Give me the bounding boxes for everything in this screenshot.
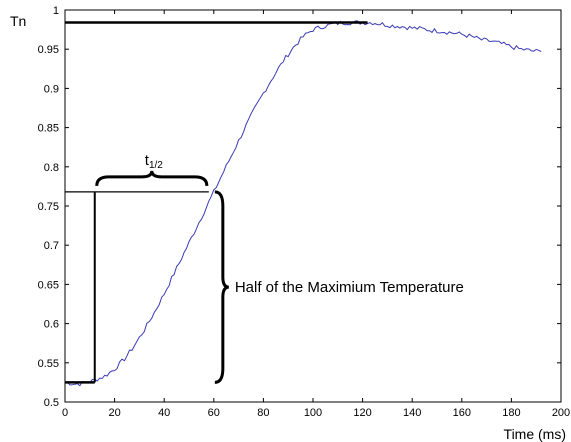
- y-tick-label: 0.8: [44, 162, 59, 174]
- y-tick-label: 0.5: [44, 397, 59, 409]
- x-tick-label: 60: [208, 407, 220, 419]
- t-half-brace: [95, 170, 209, 187]
- y-tick-label: 0.9: [44, 83, 59, 95]
- x-tick-label: 20: [108, 407, 120, 419]
- y-tick-label: 0.95: [38, 44, 59, 56]
- half-max-brace: [214, 190, 229, 384]
- y-tick-label: 0.75: [38, 201, 59, 213]
- plot-area: [64, 9, 562, 403]
- x-tick-label: 140: [403, 407, 421, 419]
- y-tick-label: 0.7: [44, 240, 59, 252]
- x-tick-label: 180: [502, 407, 520, 419]
- x-tick-label: 120: [353, 407, 371, 419]
- half-max-label: Half of the Maximium Temperature: [235, 279, 464, 296]
- y-axis-label: Tn: [10, 13, 26, 29]
- x-tick-label: 200: [552, 407, 570, 419]
- x-tick-label: 0: [62, 407, 68, 419]
- x-tick-label: 160: [453, 407, 471, 419]
- x-tick-label: 80: [257, 407, 269, 419]
- x-tick-label: 40: [158, 407, 170, 419]
- y-tick-label: 0.85: [38, 123, 59, 135]
- t-half-label: t1/2: [145, 152, 164, 171]
- x-tick-labels: 0 20 40 60 80 100 120 140 160 180 200: [62, 407, 570, 419]
- axis-ticks: [64, 9, 562, 403]
- y-tick-labels: 0.5 0.55 0.6 0.65 0.7 0.75 0.8 0.85 0.9 0.95 1: [38, 5, 59, 409]
- y-tick-label: 0.6: [44, 319, 59, 331]
- x-axis-label: Time (ms): [504, 426, 566, 442]
- y-tick-label: 0.65: [38, 279, 59, 291]
- annotation-lines: [65, 21, 368, 384]
- y-tick-label: 1: [53, 5, 59, 17]
- x-tick-label: 100: [304, 407, 322, 419]
- series-line: [64, 20, 542, 387]
- y-tick-label: 0.55: [38, 358, 59, 370]
